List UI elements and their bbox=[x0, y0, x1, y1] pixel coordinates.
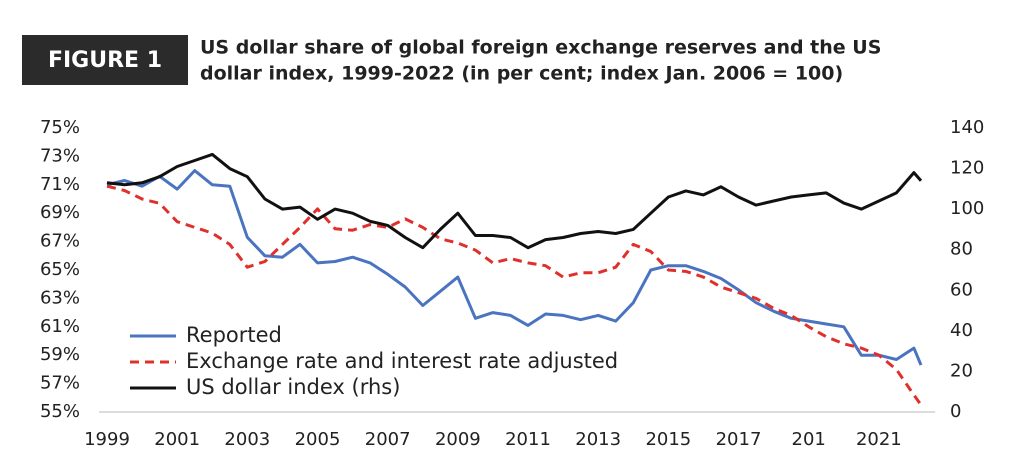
y2-tick-label: 140 bbox=[950, 117, 984, 138]
series-line bbox=[106, 184, 923, 406]
legend-label: Exchange rate and interest rate adjusted bbox=[186, 349, 618, 373]
y-tick-label: 69% bbox=[40, 202, 80, 223]
legend-label: Reported bbox=[186, 323, 282, 347]
y2-tick-label: 20 bbox=[950, 360, 973, 381]
y-tick-label: 65% bbox=[40, 259, 80, 280]
x-tick-label: 2003 bbox=[224, 429, 270, 450]
x-tick-label: 2005 bbox=[295, 429, 341, 450]
x-tick-label: 2007 bbox=[365, 429, 411, 450]
x-tick-label: 2001 bbox=[154, 429, 200, 450]
y-tick-label: 75% bbox=[40, 117, 80, 138]
x-tick-label: 2011 bbox=[505, 429, 551, 450]
x-tick-label: 2009 bbox=[435, 429, 481, 450]
x-tick-label: 2015 bbox=[645, 429, 691, 450]
y-tick-label: 59% bbox=[40, 344, 80, 365]
series-line bbox=[106, 152, 923, 250]
y-tick-label: 55% bbox=[40, 401, 80, 422]
y-tick-label: 61% bbox=[40, 316, 80, 337]
y-tick-label: 63% bbox=[40, 287, 80, 308]
y2-tick-label: 40 bbox=[950, 320, 973, 341]
legend-label: US dollar index (rhs) bbox=[186, 375, 400, 399]
x-tick-label: 2013 bbox=[575, 429, 621, 450]
y2-tick-label: 80 bbox=[950, 239, 973, 260]
x-tick-label: 2017 bbox=[716, 429, 762, 450]
y2-tick-label: 60 bbox=[950, 279, 973, 300]
y2-tick-label: 120 bbox=[950, 158, 984, 179]
chart-title: dollar index, 1999-2022 (in per cent; in… bbox=[200, 63, 843, 85]
y-tick-label: 67% bbox=[40, 231, 80, 252]
x-tick-label: 201 bbox=[792, 429, 826, 450]
figure-label-box bbox=[22, 35, 188, 85]
y2-tick-label: 0 bbox=[950, 401, 961, 422]
chart-title: US dollar share of global foreign exchan… bbox=[200, 37, 881, 59]
y-tick-label: 57% bbox=[40, 373, 80, 394]
x-tick-label: 2021 bbox=[856, 429, 902, 450]
y2-tick-label: 100 bbox=[950, 198, 984, 219]
y-tick-label: 71% bbox=[40, 174, 80, 195]
figure-label: FIGURE 1 bbox=[48, 48, 162, 73]
y-tick-label: 73% bbox=[40, 145, 80, 166]
x-tick-label: 1999 bbox=[84, 429, 130, 450]
